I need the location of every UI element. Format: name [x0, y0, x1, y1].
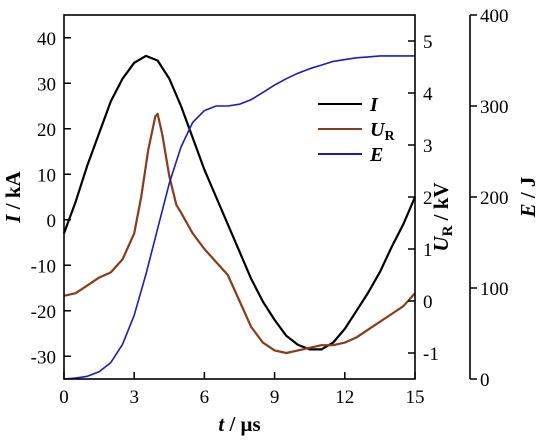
right-axis-energy: 0 100 200 300 400 E / J — [469, 6, 540, 391]
x-axis-label: t / μs — [218, 412, 260, 436]
left-axis-current: -30 -20 -10 0 10 20 30 40 I / kA — [1, 29, 71, 368]
right1-tick-label: 5 — [423, 32, 433, 53]
left-tick-label: -30 — [31, 347, 56, 368]
left-tick-label: -20 — [31, 302, 56, 323]
x-tick-label: 9 — [270, 387, 280, 408]
x-tick-label: 15 — [406, 387, 425, 408]
x-tick-label: 6 — [200, 387, 210, 408]
right1-tick-label: 1 — [423, 240, 433, 261]
left-tick-label: -10 — [31, 256, 56, 277]
right1-tick-label: 4 — [423, 84, 433, 105]
right2-tick-label: 100 — [480, 279, 509, 300]
plot-lines — [62, 54, 417, 380]
left-axis-label: I / kA — [1, 170, 25, 223]
x-tick-label: 0 — [59, 387, 69, 408]
left-tick-label: 0 — [47, 211, 57, 232]
right1-tick-label: 2 — [423, 188, 433, 209]
right1-tick-label: 3 — [423, 136, 433, 157]
right1-tick-label: 0 — [423, 292, 433, 313]
legend: I URE — [318, 94, 395, 166]
legend-label: UR — [370, 119, 395, 144]
legend-label: I — [369, 94, 379, 116]
x-tick-label: 3 — [129, 387, 139, 408]
left-tick-label: 40 — [37, 29, 56, 50]
legend-label: E — [369, 144, 383, 166]
right2-tick-label: 300 — [480, 97, 509, 118]
left-tick-label: 30 — [37, 74, 56, 95]
series-line-I — [62, 54, 417, 351]
right2-axis-label: E / J — [516, 177, 540, 219]
left-tick-label: 10 — [37, 165, 56, 186]
left-tick-label: 20 — [37, 120, 56, 141]
right1-axis-label: UR / kV — [429, 182, 456, 251]
x-tick-label: 12 — [335, 387, 354, 408]
plot-frame — [63, 14, 416, 380]
right2-tick-label: 200 — [480, 188, 509, 209]
right2-tick-label: 400 — [480, 6, 509, 27]
series-line-E — [63, 55, 415, 380]
right2-tick-label: 0 — [480, 370, 490, 391]
x-axis: 0 3 6 9 12 15 t / μs — [59, 372, 425, 436]
right1-tick-label: -1 — [423, 344, 439, 365]
right-axis-voltage: -1 0 1 2 3 4 5 UR / kV — [408, 32, 456, 365]
series-line-UR — [63, 112, 416, 355]
